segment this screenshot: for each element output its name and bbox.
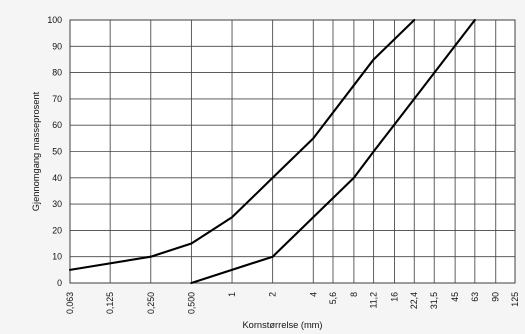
y-tick-label: 10 bbox=[52, 252, 62, 262]
y-tick-label: 40 bbox=[52, 173, 62, 183]
y-tick-label: 70 bbox=[52, 94, 62, 104]
x-tick-label: 16 bbox=[390, 292, 400, 302]
y-tick-labels: 0 10 20 30 40 50 60 70 80 90 100 bbox=[47, 15, 62, 288]
y-tick-label: 50 bbox=[52, 147, 62, 157]
x-tick-label: 22,4 bbox=[409, 292, 419, 309]
y-tick-label: 100 bbox=[47, 15, 62, 25]
y-tick-label: 20 bbox=[52, 225, 62, 235]
x-tick-label: 63 bbox=[470, 292, 480, 302]
x-tick-label: 5,6 bbox=[328, 292, 338, 304]
y-tick-label: 60 bbox=[52, 120, 62, 130]
y-tick-label: 30 bbox=[52, 199, 62, 209]
x-tick-labels: 0,063 0,125 0,250 0,500 1 2 4 5,6 8 11,2 16 22,4 31,… bbox=[65, 292, 520, 314]
grading-curve-2 bbox=[190, 18, 476, 285]
y-axis-title: Gjennomgang masseprosent bbox=[31, 91, 41, 211]
x-tick-label: 1 bbox=[227, 292, 237, 297]
x-tick-label: 0,250 bbox=[146, 292, 156, 314]
x-tick-label: 4 bbox=[308, 292, 318, 297]
x-tick-label: 125 bbox=[510, 292, 520, 307]
x-tick-label: 90 bbox=[491, 292, 501, 302]
grid-layer bbox=[69, 19, 516, 284]
x-tick-label: 2 bbox=[268, 292, 278, 297]
x-tick-label: 11,2 bbox=[369, 292, 379, 309]
x-tick-label: 31,5 bbox=[429, 292, 439, 309]
grading-curve-1 bbox=[68, 18, 416, 271]
x-tick-label: 8 bbox=[349, 292, 359, 297]
y-tick-label: 80 bbox=[52, 68, 62, 78]
y-tick-label: 0 bbox=[57, 278, 62, 288]
y-tick-label: 90 bbox=[52, 41, 62, 51]
x-tick-label: 0,125 bbox=[105, 292, 115, 314]
x-axis-title: Kornstørrelse (mm) bbox=[242, 320, 322, 330]
x-tick-label: 0,063 bbox=[65, 292, 75, 314]
curve-layer bbox=[68, 18, 476, 285]
x-tick-label: 45 bbox=[450, 292, 460, 302]
x-tick-label: 0,500 bbox=[186, 292, 196, 314]
